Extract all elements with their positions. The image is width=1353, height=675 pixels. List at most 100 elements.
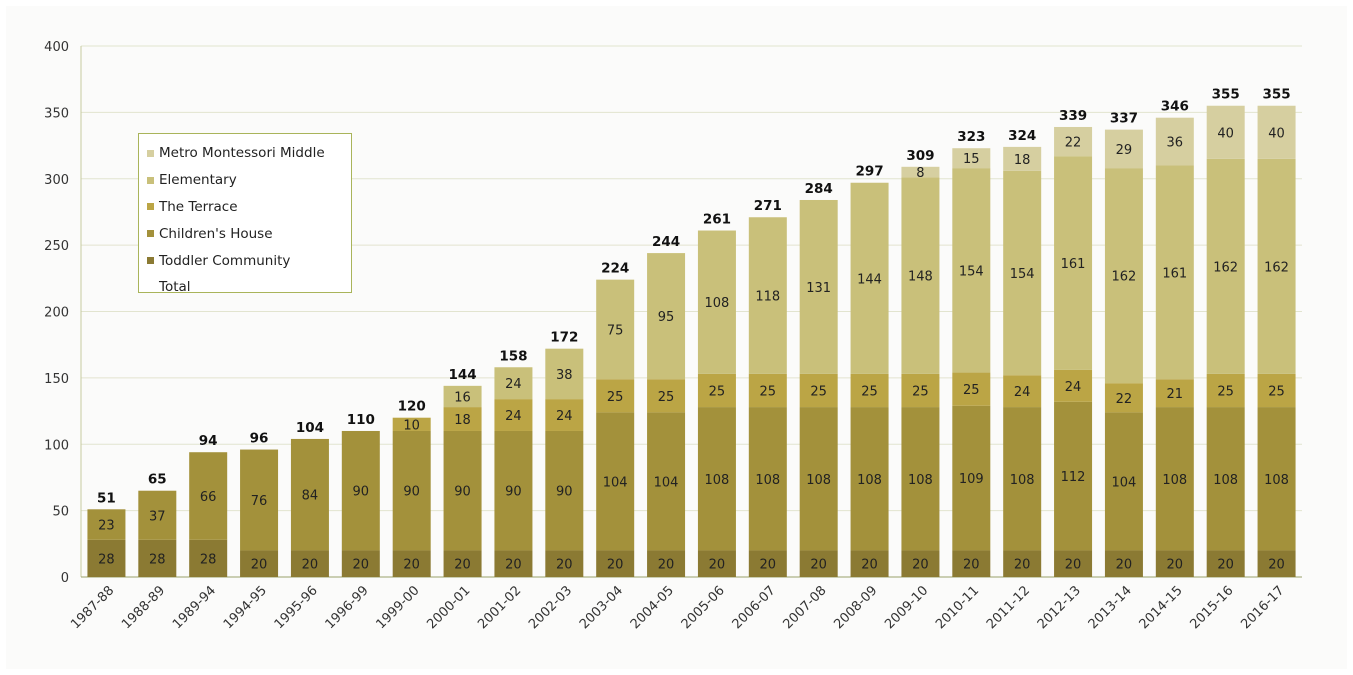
data-label: 20	[403, 558, 420, 573]
data-label: 90	[505, 485, 522, 500]
bar-segment	[596, 279, 635, 380]
data-label: 20	[810, 558, 827, 573]
data-label: 108	[1010, 473, 1035, 488]
x-tick-label: 2005-06	[679, 583, 728, 632]
y-tick-label: 0	[61, 571, 69, 586]
bar-segment	[1054, 550, 1093, 577]
data-label: 28	[200, 552, 217, 567]
data-label: 108	[705, 473, 730, 488]
x-tick-label: 2011-12	[984, 583, 1033, 632]
bar-segment	[138, 490, 177, 540]
total-label: 51	[97, 490, 116, 506]
y-tick-label: 400	[44, 40, 69, 55]
data-label: 25	[963, 383, 980, 398]
data-label: 20	[1014, 558, 1031, 573]
data-label: 161	[1162, 266, 1187, 281]
y-tick-label: 200	[44, 306, 69, 321]
x-tick-label: 1989-94	[170, 583, 219, 632]
data-label: 131	[806, 281, 831, 296]
bar-segment	[189, 452, 228, 540]
bar-segment	[392, 430, 431, 551]
x-tick-label: 2012-13	[1035, 583, 1084, 632]
legend-item-metro-montessori-middle: Metro Montessori Middle	[147, 140, 351, 167]
x-tick-label: 2015-16	[1187, 583, 1236, 632]
total-label: 324	[1008, 128, 1036, 144]
data-label: 20	[556, 558, 573, 573]
legend-label: Toddler Community	[159, 252, 291, 269]
legend-label: Elementary	[159, 172, 237, 189]
bar-segment	[1206, 105, 1245, 159]
bar-segment	[1155, 550, 1194, 577]
data-label: 37	[149, 509, 166, 524]
bar-segment	[341, 550, 380, 577]
data-label: 25	[607, 390, 624, 405]
bar-segment	[494, 430, 533, 551]
bar-segment	[1257, 158, 1296, 374]
x-tick-label: 2003-04	[577, 583, 626, 632]
data-label: 16	[454, 390, 471, 405]
x-tick-label: 1988-89	[119, 583, 168, 632]
bar-segment	[647, 253, 686, 380]
data-label: 20	[658, 558, 675, 573]
x-tick-label: 1995-96	[272, 583, 321, 632]
bar-segment	[748, 217, 787, 374]
bar-segment	[240, 550, 279, 577]
bar-segment	[1155, 117, 1194, 166]
bar-segment	[647, 550, 686, 577]
data-label: 23	[98, 519, 115, 534]
bar-segment	[1054, 126, 1093, 157]
bar-segment	[1257, 407, 1296, 551]
data-label: 20	[607, 558, 624, 573]
bar-segment	[901, 166, 940, 178]
data-label: 20	[1268, 558, 1285, 573]
bar-segment	[850, 407, 889, 551]
bar-segment	[799, 550, 838, 577]
data-label: 22	[1116, 392, 1133, 407]
bar-segment	[596, 412, 635, 551]
bar-segment	[189, 539, 228, 577]
data-label: 154	[1010, 267, 1035, 282]
bar-segment	[290, 438, 329, 551]
bar-segment	[901, 407, 940, 551]
total-label: 144	[448, 367, 476, 383]
y-tick-label: 100	[44, 438, 69, 453]
total-label: 355	[1262, 87, 1290, 103]
total-label: 271	[754, 198, 782, 214]
legend-swatch	[147, 284, 154, 291]
data-label: 24	[1065, 380, 1082, 395]
total-label: 158	[499, 348, 527, 364]
data-label: 148	[908, 270, 933, 285]
data-label: 25	[1217, 384, 1234, 399]
data-label: 25	[912, 384, 929, 399]
bar-segment	[1054, 369, 1093, 402]
bar-segment	[1206, 550, 1245, 577]
bar-segment	[1104, 129, 1143, 169]
bar-segment	[952, 168, 991, 373]
total-label: 261	[703, 212, 731, 228]
total-label: 297	[855, 164, 883, 180]
bar-segment	[1155, 379, 1194, 408]
y-tick-label: 300	[44, 173, 69, 188]
bar-segment	[799, 199, 838, 374]
total-label: 323	[957, 129, 985, 145]
data-label: 24	[1014, 385, 1031, 400]
x-tick-label: 2004-05	[628, 583, 677, 632]
total-label: 284	[805, 181, 833, 197]
bar-segment	[392, 417, 431, 431]
data-label: 20	[454, 558, 471, 573]
bar-segment	[87, 539, 126, 577]
data-label: 112	[1061, 470, 1086, 485]
bar-segment	[1206, 158, 1245, 374]
total-label: 244	[652, 234, 680, 250]
legend-item-childrens-house: Children's House	[147, 220, 351, 247]
total-label: 94	[199, 433, 218, 449]
data-label: 20	[302, 558, 319, 573]
stacked-bar-chart: 0 50 100 150 200 250 300 350 400 28 23 51 1987-88 28 3…	[44, 40, 1302, 632]
data-label: 25	[760, 384, 777, 399]
legend-label: Metro Montessori Middle	[159, 145, 325, 162]
y-tick-label: 350	[44, 106, 69, 121]
x-tick-label: 2013-14	[1086, 583, 1135, 632]
y-tick-label: 250	[44, 239, 69, 254]
bar-segment	[443, 430, 482, 551]
chart-container: 0 50 100 150 200 250 300 350 400 28 23 51 1987-88 28 3…	[6, 6, 1347, 669]
